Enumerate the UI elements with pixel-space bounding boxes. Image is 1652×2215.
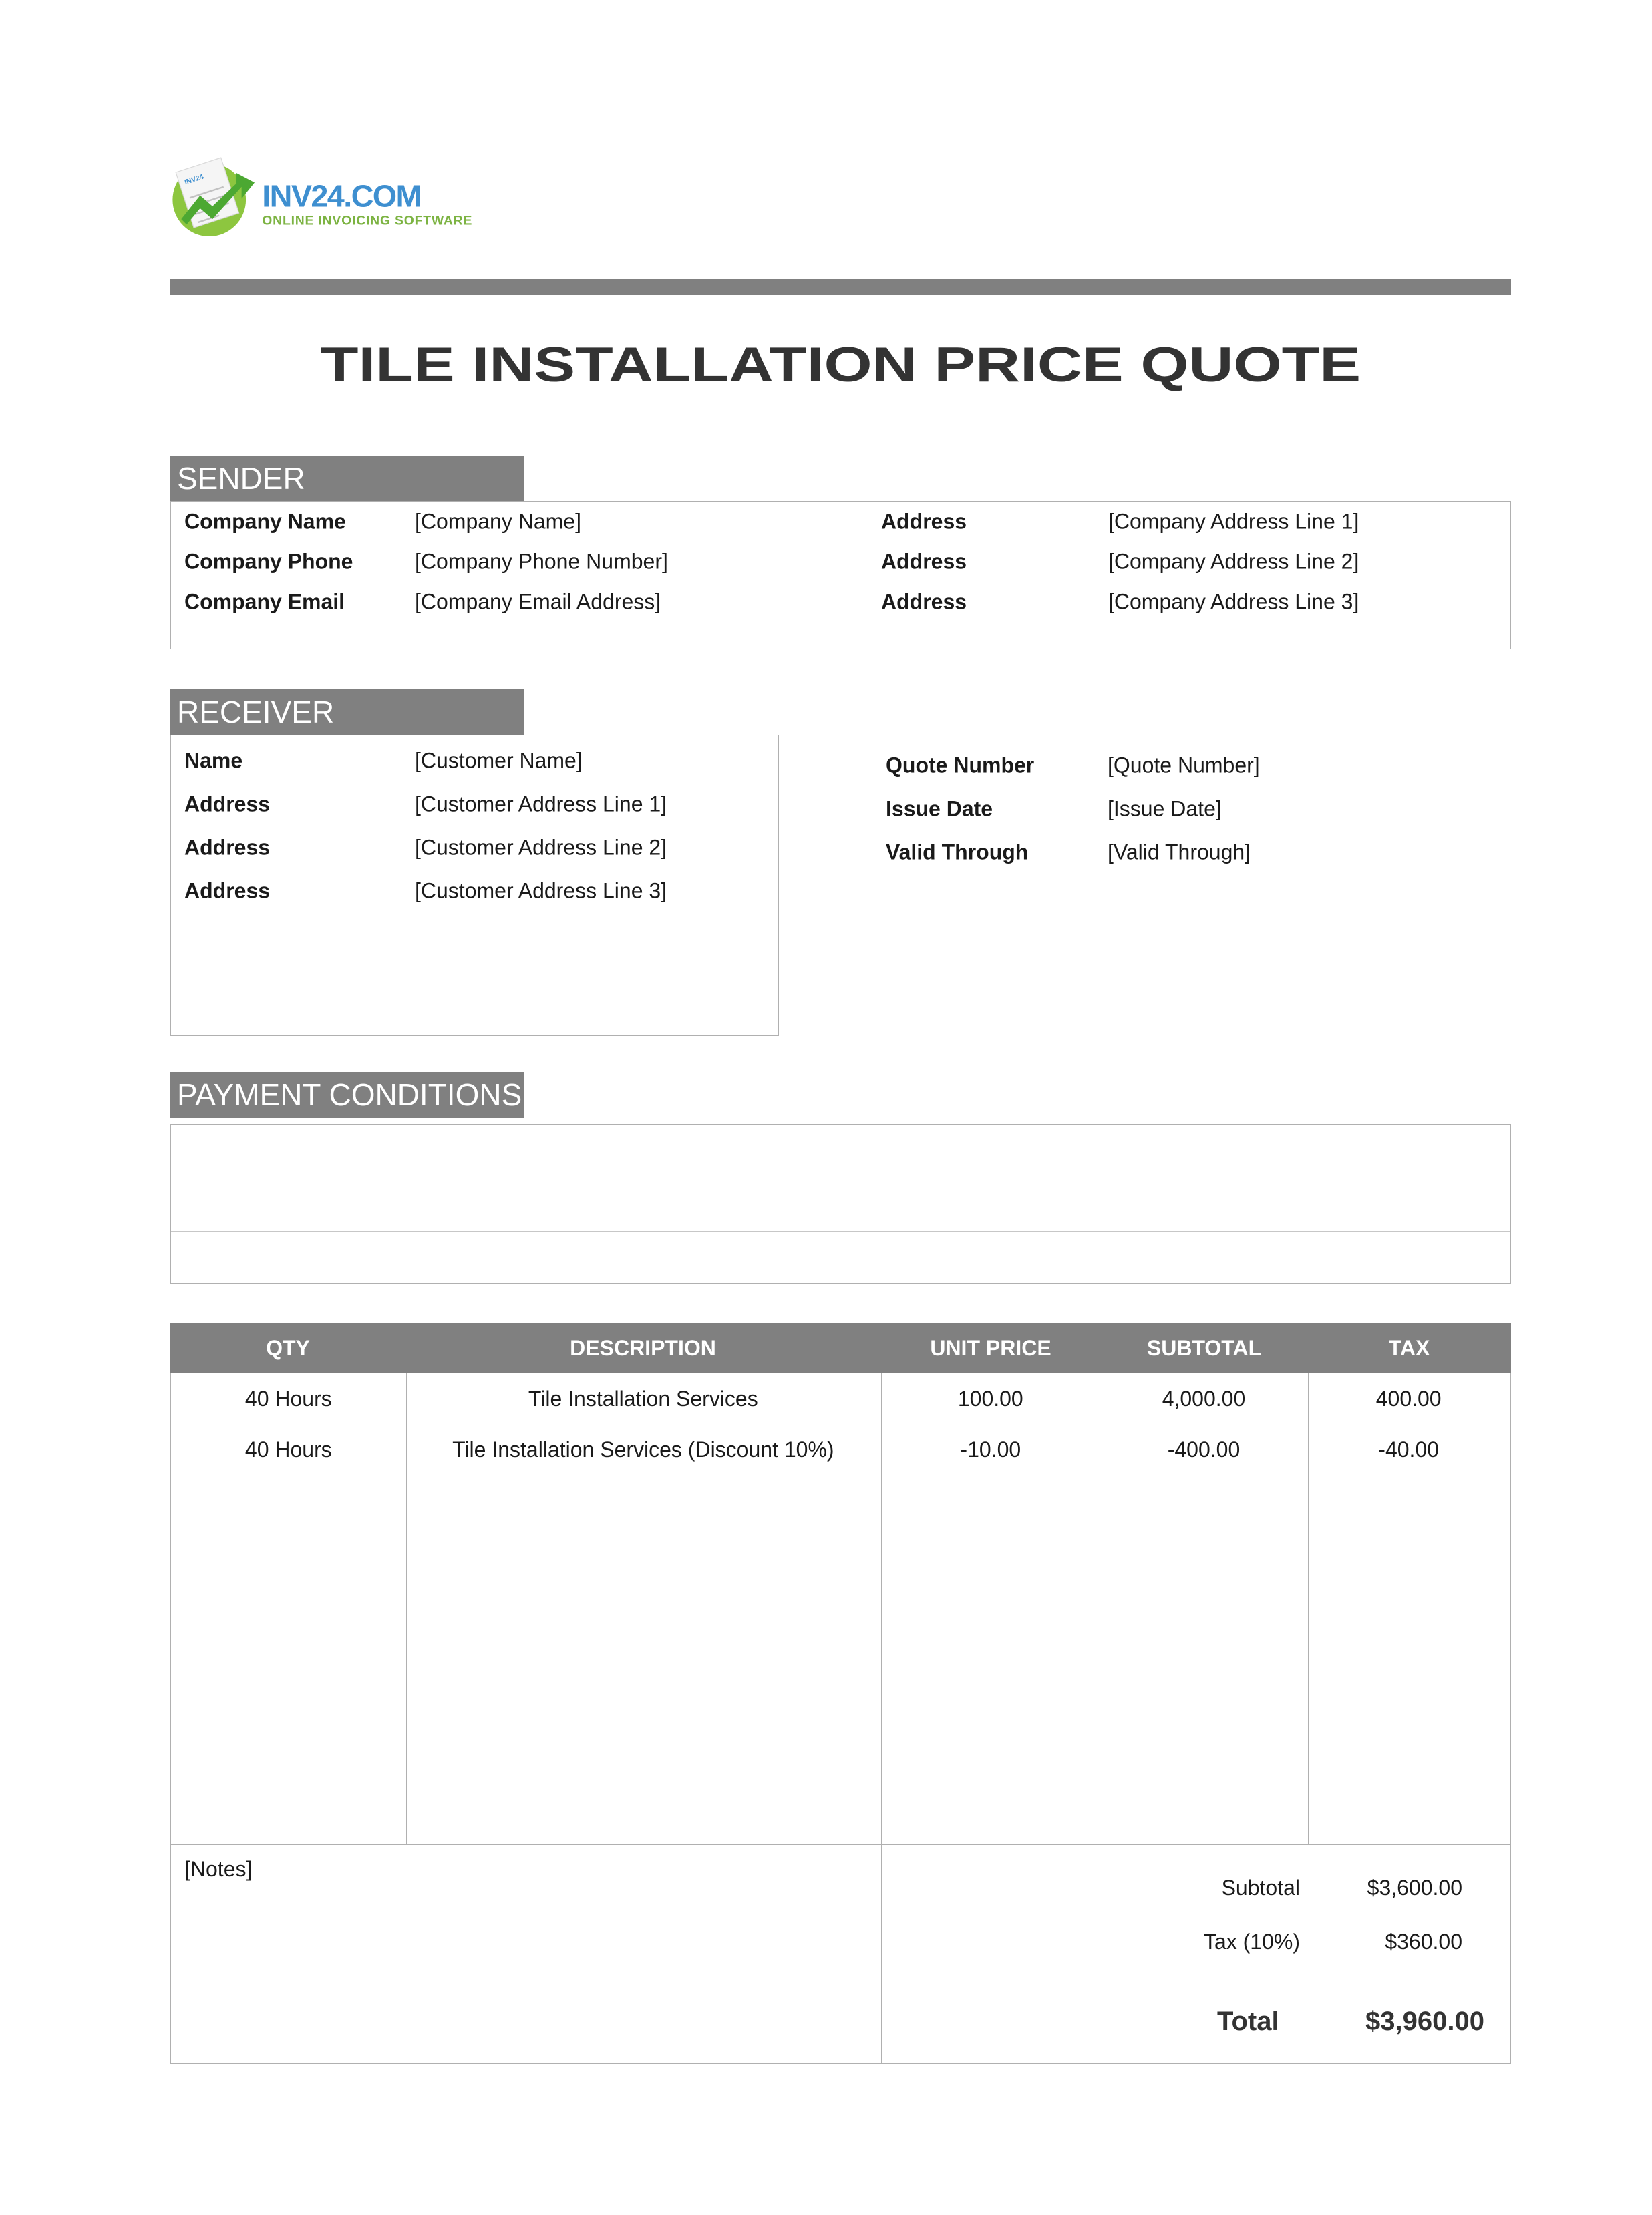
- svg-text:INV24.COM: INV24.COM: [262, 179, 421, 214]
- svg-text:ONLINE INVOICING SOFTWARE: ONLINE INVOICING SOFTWARE: [262, 213, 472, 228]
